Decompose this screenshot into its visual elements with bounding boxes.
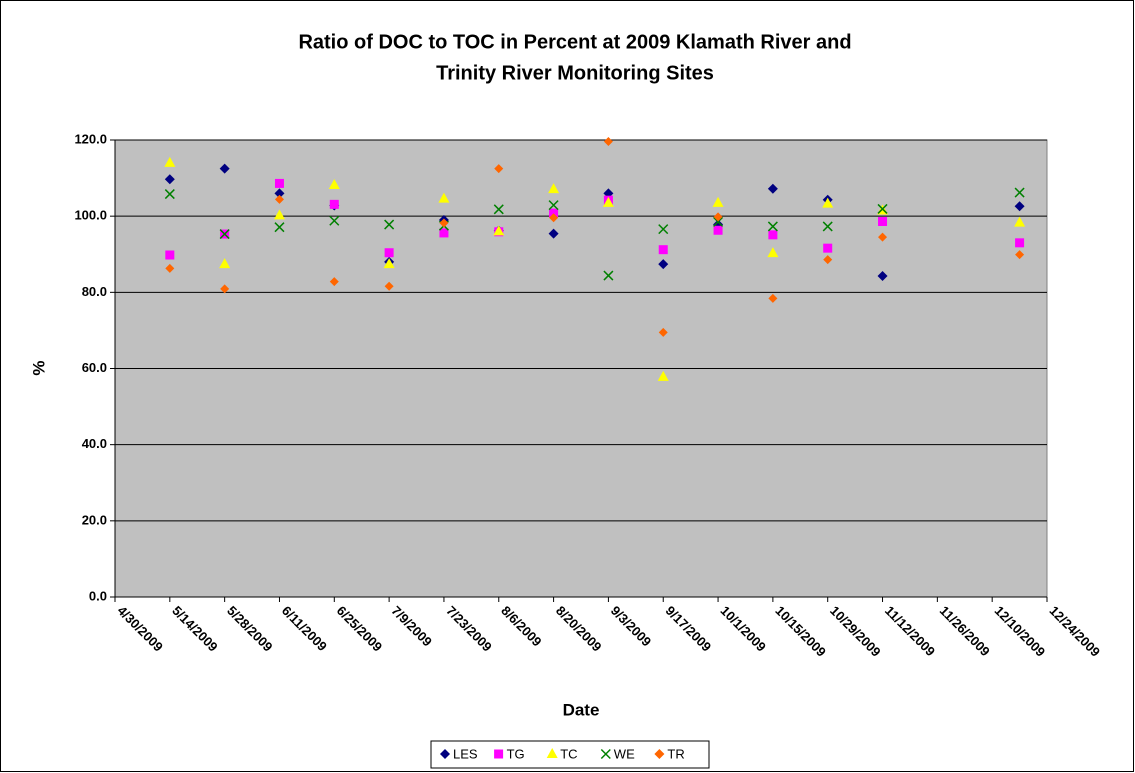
y-axis-label: %	[29, 360, 48, 375]
marker	[1014, 201, 1025, 212]
marker	[1015, 250, 1025, 260]
marker	[877, 203, 888, 214]
marker	[822, 221, 833, 232]
marker	[877, 270, 888, 281]
marker	[383, 258, 395, 269]
marker	[657, 370, 669, 381]
marker	[329, 199, 339, 209]
marker	[767, 183, 778, 194]
y-tick-label: 60.0	[82, 360, 107, 375]
marker	[658, 224, 669, 235]
legend-label: TC	[560, 746, 577, 761]
marker	[712, 196, 724, 207]
marker	[767, 221, 778, 232]
marker	[219, 229, 230, 240]
marker	[329, 277, 339, 287]
y-tick-label: 20.0	[82, 512, 107, 527]
y-tick-label: 0.0	[89, 588, 107, 603]
marker	[548, 200, 559, 211]
marker	[439, 228, 449, 238]
marker	[219, 258, 231, 269]
marker	[878, 216, 888, 226]
marker	[273, 209, 285, 220]
chart-title: Ratio of DOC to TOC in Percent at 2009 K…	[298, 31, 851, 53]
y-tick-label: 120.0	[74, 131, 107, 146]
marker	[658, 245, 668, 255]
marker	[438, 192, 450, 203]
marker	[823, 255, 833, 265]
marker	[164, 189, 175, 200]
marker	[1014, 187, 1025, 198]
marker	[328, 178, 340, 189]
marker	[602, 196, 614, 207]
marker	[546, 748, 558, 758]
marker	[439, 218, 449, 228]
marker	[1014, 216, 1026, 227]
marker	[548, 183, 560, 194]
marker	[549, 208, 559, 218]
marker	[219, 163, 230, 174]
marker	[274, 188, 285, 199]
marker	[600, 748, 611, 760]
marker	[384, 248, 394, 258]
marker	[713, 216, 724, 227]
marker	[384, 219, 395, 230]
marker	[274, 222, 285, 233]
marker	[768, 230, 778, 240]
marker	[603, 137, 613, 147]
marker	[329, 215, 340, 226]
x-axis-label: Date	[563, 700, 600, 719]
marker	[493, 204, 504, 215]
chart-title: Trinity River Monitoring Sites	[436, 62, 714, 84]
marker	[878, 232, 888, 242]
marker	[164, 174, 175, 185]
marker	[713, 225, 723, 235]
marker	[823, 243, 833, 253]
y-tick-label: 80.0	[82, 284, 107, 299]
marker	[767, 247, 779, 258]
marker	[658, 327, 668, 337]
marker	[658, 259, 669, 270]
legend-label: TR	[667, 746, 684, 761]
marker	[384, 281, 394, 291]
marker	[713, 212, 723, 222]
legend-label: WE	[614, 746, 635, 761]
marker	[494, 164, 504, 174]
legend-label: LES	[453, 746, 478, 761]
marker	[165, 250, 175, 260]
marker	[165, 263, 175, 273]
marker	[603, 270, 614, 281]
marker	[494, 749, 504, 759]
y-tick-label: 40.0	[82, 436, 107, 451]
marker	[548, 228, 559, 239]
marker	[274, 178, 284, 188]
marker	[493, 225, 505, 236]
marker	[274, 194, 284, 204]
marker	[164, 156, 176, 167]
y-tick-label: 100.0	[74, 208, 107, 223]
marker	[220, 284, 230, 294]
marker	[654, 749, 665, 759]
legend-label: TG	[507, 746, 525, 761]
marker	[1015, 238, 1025, 248]
marker	[549, 213, 559, 223]
marker	[822, 197, 834, 208]
marker	[768, 293, 778, 303]
marker	[440, 749, 450, 759]
